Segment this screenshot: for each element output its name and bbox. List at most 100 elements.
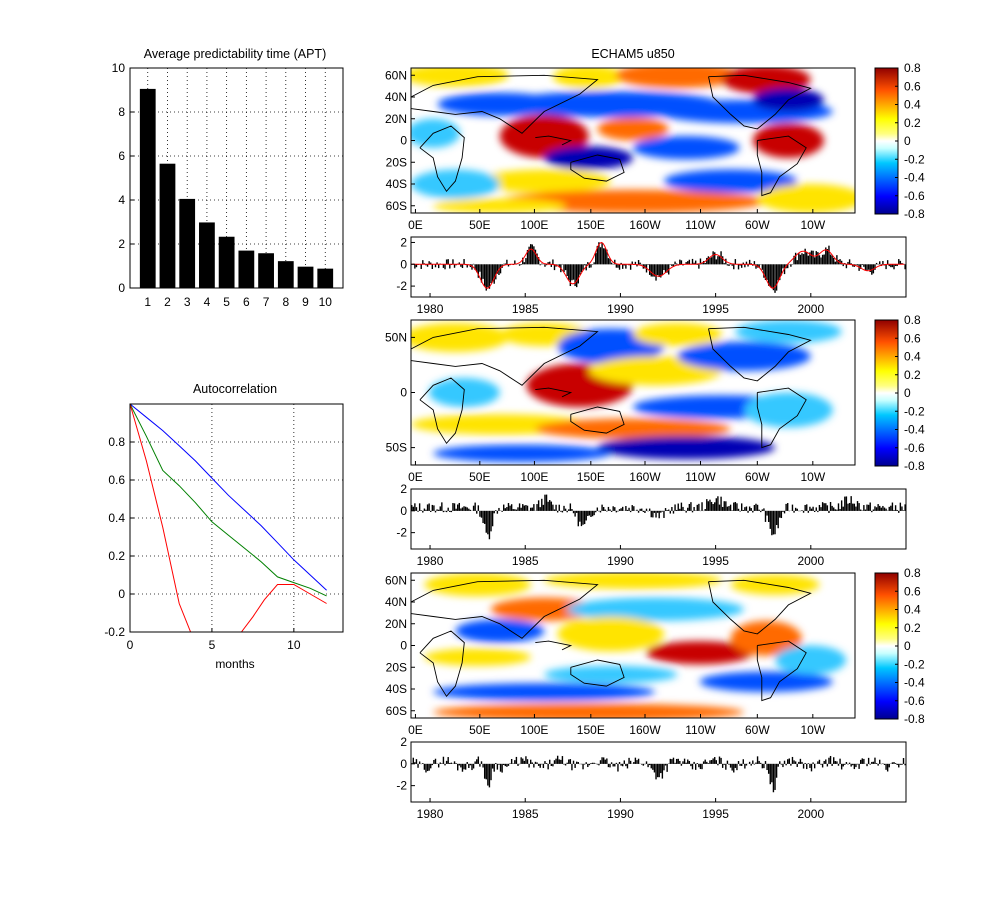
timeseries-bar [566,264,568,277]
timeseries-bar [764,761,767,764]
timeseries-bar [823,760,825,764]
timeseries-bar [447,757,449,764]
timeseries-bar [893,264,895,270]
timeseries-bar [653,510,656,513]
timeseries-bar [582,763,584,770]
timeseries-bar [628,507,630,511]
timeseries-bar [523,262,526,265]
timeseries-bar [777,763,779,767]
timeseries-bar [817,510,819,513]
timeseries-bar [866,504,868,511]
timeseries-bar [874,757,876,764]
timeseries-bar [591,510,594,517]
timeseries-bar [445,259,448,265]
timeseries-bar [769,763,771,785]
timeseries-bar [739,510,741,512]
timeseries-bar [733,502,735,511]
timeseries-bar [704,262,706,265]
map-anomaly-pattern [411,68,855,213]
timeseries-bar [661,763,664,779]
map-anomaly-blob [699,671,833,692]
map-xtick-label: 0E [408,470,423,484]
timeseries-bar [775,763,778,778]
apt-xtick-label: 4 [204,295,211,309]
timeseries-bar [471,763,473,771]
timeseries-bar [552,504,554,511]
timeseries-bar [517,507,519,511]
map-xtick-label: 160W [629,723,661,737]
timeseries-bar [664,264,667,273]
timeseries-bar [844,763,846,765]
timeseries-bar [550,763,553,767]
timeseries-bar [791,756,794,764]
timeseries-bar [804,762,806,764]
timeseries-bar [480,761,483,764]
timeseries-bar [758,264,760,268]
timeseries-bar [437,763,440,768]
timeseries-bar [812,506,814,511]
timeseries-bar [869,763,871,765]
autocorr-lines [130,404,327,632]
timeseries-bar [558,264,560,268]
timeseries-bar [564,508,567,511]
timeseries-bar [606,510,608,512]
map-anomaly-blob [633,322,722,347]
timeseries-bar [512,509,514,511]
timeseries-bar [556,510,559,513]
timeseries-bar [441,502,443,511]
map-ytick-label: 60S [386,199,407,213]
timeseries-xtick-label: 2000 [797,302,824,316]
timeseries-bar [744,763,746,769]
timeseries-bar [639,508,641,511]
timeseries-xticks: 1980 1985 1990 1995 2000 [417,293,824,316]
timeseries-bar [796,508,798,511]
timeseries-bar [618,762,621,764]
timeseries-bar [455,763,457,764]
timeseries-bar [531,507,533,511]
timeseries-bar [859,264,862,269]
timeseries-bar [701,763,703,770]
timeseries-bar [420,510,422,511]
timeseries-bar [863,758,865,764]
map-anomaly-blob [615,68,740,89]
timeseries-bar [620,262,622,265]
map-anomaly-blob [557,616,665,652]
map-coastline [411,579,599,639]
map-coastline [419,630,465,698]
timeseries-bar [549,261,551,265]
timeseries-bar [550,264,553,267]
timeseries-bar [760,510,762,513]
apt-xtick-label: 7 [263,295,270,309]
timeseries-bar [767,763,770,774]
timeseries-bar [726,264,729,266]
map-colorbar: 0.8 0.6 0.4 0.2 0 -0.2 -0.4 -0.6 -0.8 [874,566,925,726]
map-anomaly-blob [411,118,460,148]
timeseries-bar [610,762,613,764]
apt-bar [218,236,235,288]
timeseries-bar [615,510,618,513]
timeseries-bar [520,757,522,764]
timeseries-bar [717,763,719,766]
timeseries-bar [641,763,643,765]
timeseries-bar [518,264,521,266]
apt-bar [297,266,314,288]
timeseries-bar [691,510,694,513]
timeseries-bar [434,264,437,268]
colorbar-tick-label: -0.8 [904,712,925,726]
timeseries-bar [777,510,779,529]
timeseries-bar [648,264,651,275]
timeseries-bar [666,264,668,273]
timeseries-bar [672,757,675,764]
timeseries-bar [560,759,562,764]
timeseries-bar [447,259,449,265]
timeseries-bar [801,510,803,511]
timeseries-bar [504,263,507,265]
timeseries-bar [415,264,418,268]
timeseries-bar [750,508,752,511]
timeseries-bar [418,761,421,764]
timeseries-bar [444,264,446,270]
timeseries-ts3: 2 0 -2 1980 1985 1990 1995 2000 [396,735,907,821]
timeseries-bar [828,245,830,265]
timeseries-bar [501,763,503,773]
timeseries-xtick-label: 1990 [607,554,634,568]
